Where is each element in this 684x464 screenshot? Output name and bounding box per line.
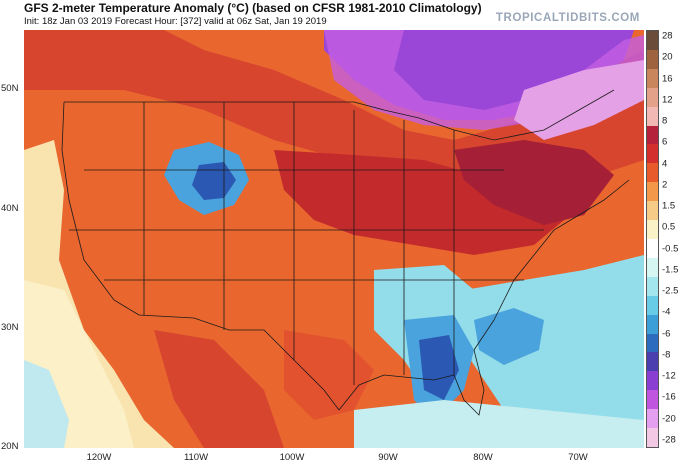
colorbar-label: -12 <box>662 370 676 382</box>
colorbar-label: -8 <box>662 349 671 361</box>
lat-label-30n: 30N <box>1 322 19 333</box>
colorbar-swatch <box>647 201 658 221</box>
texas-warm-region <box>284 330 374 420</box>
colorbar-label: -1.5 <box>662 264 679 276</box>
atlantic-cold-patch <box>474 308 544 365</box>
colorbar-label: 2 <box>662 179 668 191</box>
midwest-strong-warm <box>274 150 564 255</box>
colorbar-label: 0.5 <box>662 221 676 233</box>
colorbar-swatch <box>647 144 658 164</box>
colorbar-swatch <box>647 49 658 69</box>
mexico-warm-region <box>154 330 284 448</box>
colorbar-swatch <box>647 182 658 202</box>
map-subtitle: Init: 18z Jan 03 2019 Forecast Hour: [37… <box>24 16 327 27</box>
northeast-dark-red <box>454 140 614 225</box>
gulf-cold-core <box>419 335 459 400</box>
colorbar <box>646 30 659 448</box>
colorbar-swatch <box>647 314 658 334</box>
lon-label-80w: 80W <box>473 452 493 463</box>
colorbar-label: -2.5 <box>662 285 679 297</box>
colorbar-label: 16 <box>662 73 673 85</box>
colorbar-label: -6 <box>662 328 671 340</box>
canada-pink-fringe <box>514 60 644 140</box>
colorbar-swatch <box>647 276 658 296</box>
colorbar-label: 8 <box>662 115 668 127</box>
colorbar-label: -28 <box>662 434 676 446</box>
colorbar-swatch <box>647 371 658 391</box>
colorbar-label: 6 <box>662 136 668 148</box>
colorbar-swatch <box>647 220 658 239</box>
colorbar-swatch <box>647 106 658 126</box>
colorbar-label: -0.5 <box>662 243 679 255</box>
colorbar-label: 12 <box>662 94 673 106</box>
colorbar-swatch <box>647 428 658 447</box>
colorbar-swatch <box>647 409 658 429</box>
lon-label-100w: 100W <box>279 452 305 463</box>
colorbar-swatch <box>647 163 658 183</box>
anomaly-map <box>24 30 644 448</box>
colorbar-label: -16 <box>662 391 676 403</box>
map-title: GFS 2-meter Temperature Anomaly (°C) (ba… <box>24 1 482 15</box>
colorbar-swatch <box>647 87 658 107</box>
colorbar-label: 20 <box>662 51 673 63</box>
gulf-coast <box>338 374 455 411</box>
colorbar-swatch <box>647 68 658 88</box>
colorbar-label: 4 <box>662 158 668 170</box>
far-pacific-blue <box>24 360 69 448</box>
boundary-lines <box>61 89 630 416</box>
colorbar-label: 1.5 <box>662 200 676 212</box>
caribbean-cool-region <box>354 400 644 448</box>
atlantic-cool-region <box>444 255 644 448</box>
colorbar-label: -20 <box>662 413 676 425</box>
colorbar-swatch <box>647 257 658 277</box>
colorbar-swatch <box>647 352 658 372</box>
lon-label-70w: 70W <box>568 452 588 463</box>
lon-label-90w: 90W <box>378 452 398 463</box>
us-mexico-border <box>138 314 340 411</box>
lat-label-20n: 20N <box>1 441 19 452</box>
anomaly-field <box>24 30 644 448</box>
brand-logo: TROPICALTIDBITS.COM <box>495 12 640 24</box>
colorbar-swatch <box>647 295 658 315</box>
colorbar-swatch <box>647 390 658 410</box>
rockies-cold-core <box>192 162 236 200</box>
colorbar-label: 28 <box>662 30 673 42</box>
lon-label-110w: 110W <box>183 452 209 463</box>
lon-label-120w: 120W <box>86 452 112 463</box>
lat-label-50n: 50N <box>1 83 19 94</box>
florida-coast <box>453 319 495 416</box>
colorbar-swatch <box>647 333 658 353</box>
colorbar-swatch <box>647 31 658 50</box>
colorbar-swatch <box>647 238 658 258</box>
lat-label-40n: 40N <box>1 203 19 214</box>
colorbar-label: -4 <box>662 306 671 318</box>
colorbar-swatch <box>647 125 658 145</box>
